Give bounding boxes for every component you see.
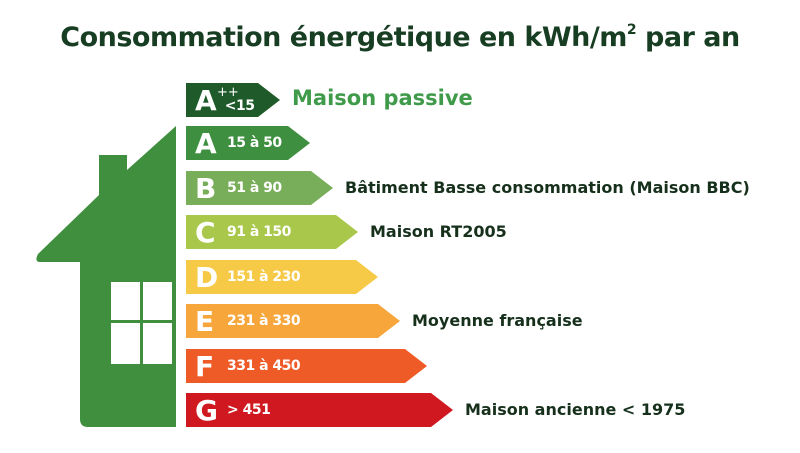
window-icon [111,282,172,364]
class-range: 231 à 330 [227,313,301,329]
energy-class-bar-c: C 91 à 150 [186,215,358,249]
class-letter: G [195,393,218,427]
energy-class-bar-g: G > 451 [186,393,453,427]
class-range: <15 [224,98,255,114]
class-range: 91 à 150 [227,224,291,240]
class-range: 151 à 230 [227,269,301,285]
class-letter: C [195,215,216,249]
class-description: Maison ancienne < 1975 [465,400,686,419]
class-letter: B [195,171,217,205]
energy-class-bar-a-plus-plus: A ++ <15 [186,83,280,117]
energy-class-bar-a: A 15 à 50 [186,126,310,160]
energy-class-bar-f: F 331 à 450 [186,349,427,383]
class-letter: A [195,83,217,117]
class-superscript: ++ [217,85,239,100]
class-letter: E [195,304,215,338]
class-description: Maison passive [292,86,473,110]
class-letter: A [195,126,217,160]
energy-class-bar-e: E 231 à 330 [186,304,400,338]
energy-class-bar-d: D 151 à 230 [186,260,378,294]
energy-class-bar-b: B 51 à 90 [186,171,333,205]
class-description: Moyenne française [412,311,583,330]
class-letter: F [195,349,215,383]
page-title: Consommation énergétique en kWh/m2 par a… [60,22,740,53]
class-letter: D [195,260,219,294]
class-range: > 451 [227,402,271,418]
class-range: 331 à 450 [227,358,301,374]
class-range: 51 à 90 [227,180,282,196]
class-description: Maison RT2005 [370,222,507,241]
class-range: 15 à 50 [227,135,282,151]
class-description: Bâtiment Basse consommation (Maison BBC) [345,178,750,197]
